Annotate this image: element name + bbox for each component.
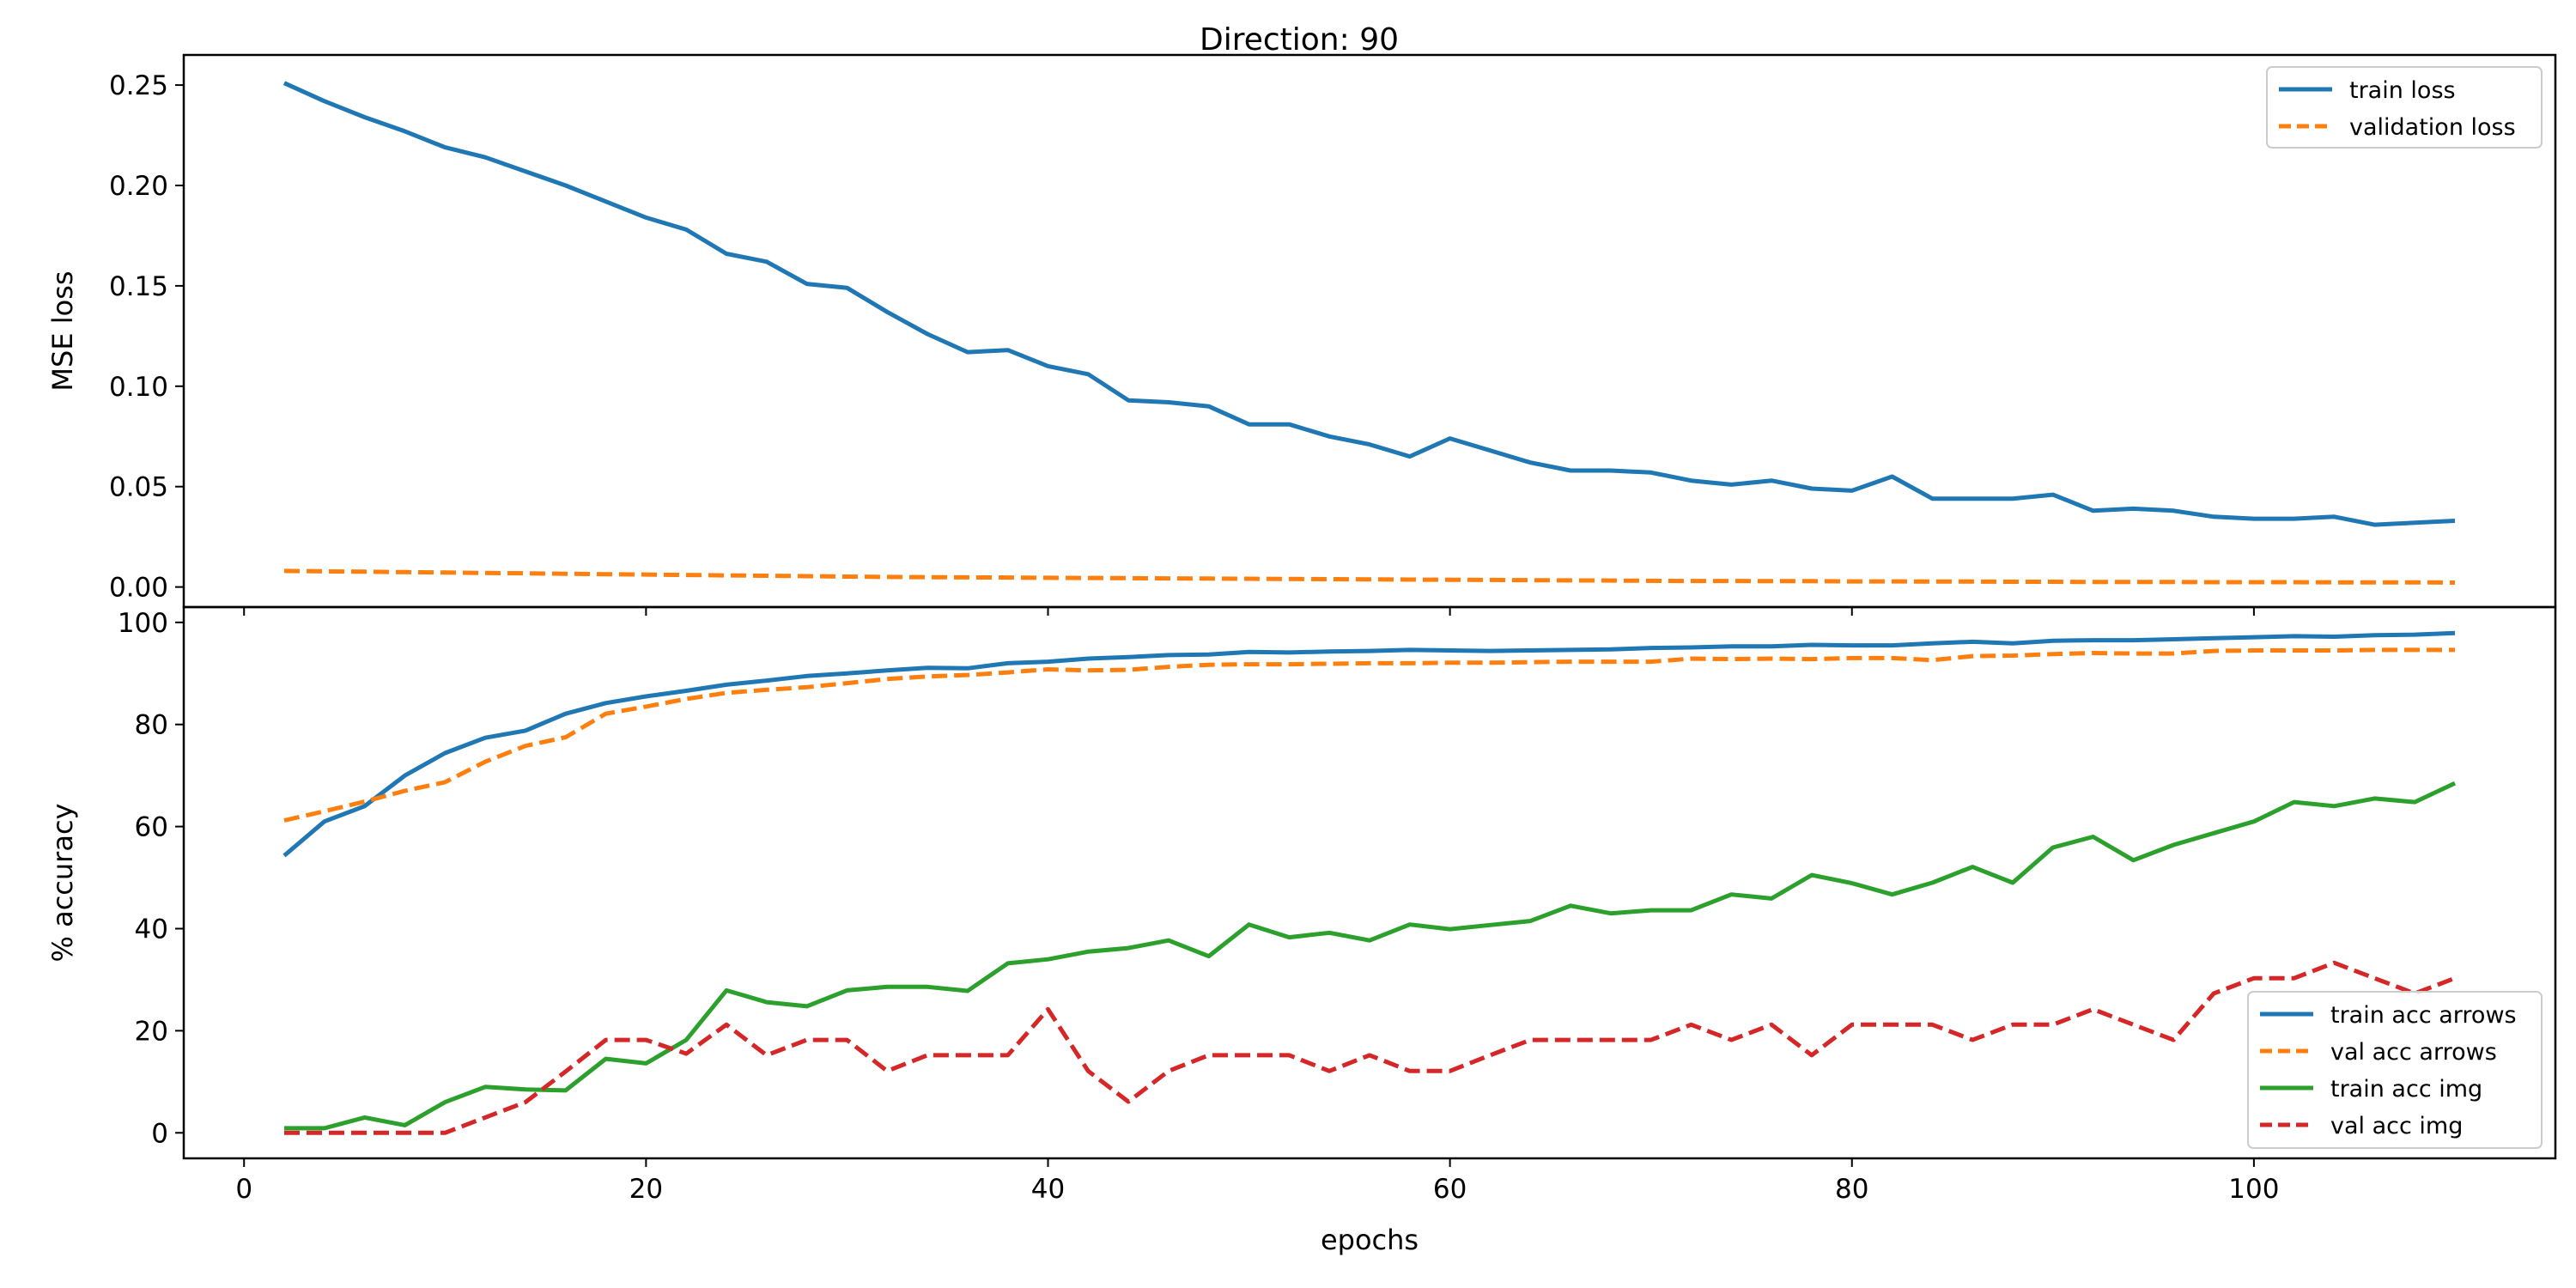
legend-label: val acc arrows	[2330, 1039, 2497, 1066]
x-tick-label: 40	[1031, 1174, 1065, 1205]
y-tick-label: 100	[118, 608, 168, 639]
y-tick-label: 40	[135, 914, 168, 945]
legend-box	[2247, 991, 2543, 1149]
legend: train loss validation loss	[2266, 66, 2543, 149]
legend-label: train acc arrows	[2330, 1002, 2517, 1029]
x-tick-label: 0	[235, 1174, 252, 1205]
chart-panel-2: 0 20 40 60 80 100 0 20 40 60 80 100 % accuracy epochs…	[46, 605, 2557, 1256]
plot-frame	[182, 605, 2557, 1160]
y-tick-label: 0.20	[109, 171, 168, 202]
legend-box	[2266, 66, 2543, 149]
series-line-train-acc-img	[284, 781, 2457, 1131]
chart-title: Direction: 90	[1200, 22, 1399, 58]
x-tick-label: 60	[1433, 1174, 1467, 1205]
x-tick-label: 20	[629, 1174, 663, 1205]
y-tick-label: 0.05	[109, 472, 168, 503]
legend: train acc arrows val acc arrows train acc …	[2247, 991, 2543, 1149]
series-line-val-acc-img	[284, 960, 2456, 1135]
plot-frame	[182, 53, 2557, 609]
legend-label: train acc img	[2330, 1076, 2482, 1103]
legend-label: validation loss	[2349, 114, 2516, 141]
y-tick-label: 0.10	[109, 372, 168, 403]
series-line-train-acc-arrows	[283, 630, 2456, 858]
chart-panel-1: 0.00 0.05 0.10 0.15 0.20 0.25 MSE loss train lo…	[46, 53, 2557, 616]
y-tick-label: 80	[135, 710, 168, 741]
y-axis-label: % accuracy	[46, 804, 79, 963]
series-line-train-loss	[283, 81, 2456, 527]
y-tick-label: 0.00	[109, 573, 168, 604]
y-tick-label: 0	[151, 1118, 168, 1149]
y-tick-label: 0.15	[109, 271, 168, 302]
series-line-val-acc-arrows	[283, 647, 2455, 823]
y-tick-label: 20	[135, 1016, 168, 1047]
y-tick-label: 0.25	[109, 70, 168, 101]
x-tick-label: 80	[1835, 1174, 1868, 1205]
x-tick-label: 100	[2228, 1174, 2279, 1205]
legend-label: val acc img	[2330, 1113, 2463, 1139]
y-tick-label: 60	[135, 812, 168, 843]
y-axis-label: MSE loss	[46, 270, 79, 391]
series-line-validation-loss	[283, 568, 2456, 585]
legend-label: train loss	[2349, 77, 2456, 104]
x-axis-label: epochs	[1321, 1224, 1419, 1256]
